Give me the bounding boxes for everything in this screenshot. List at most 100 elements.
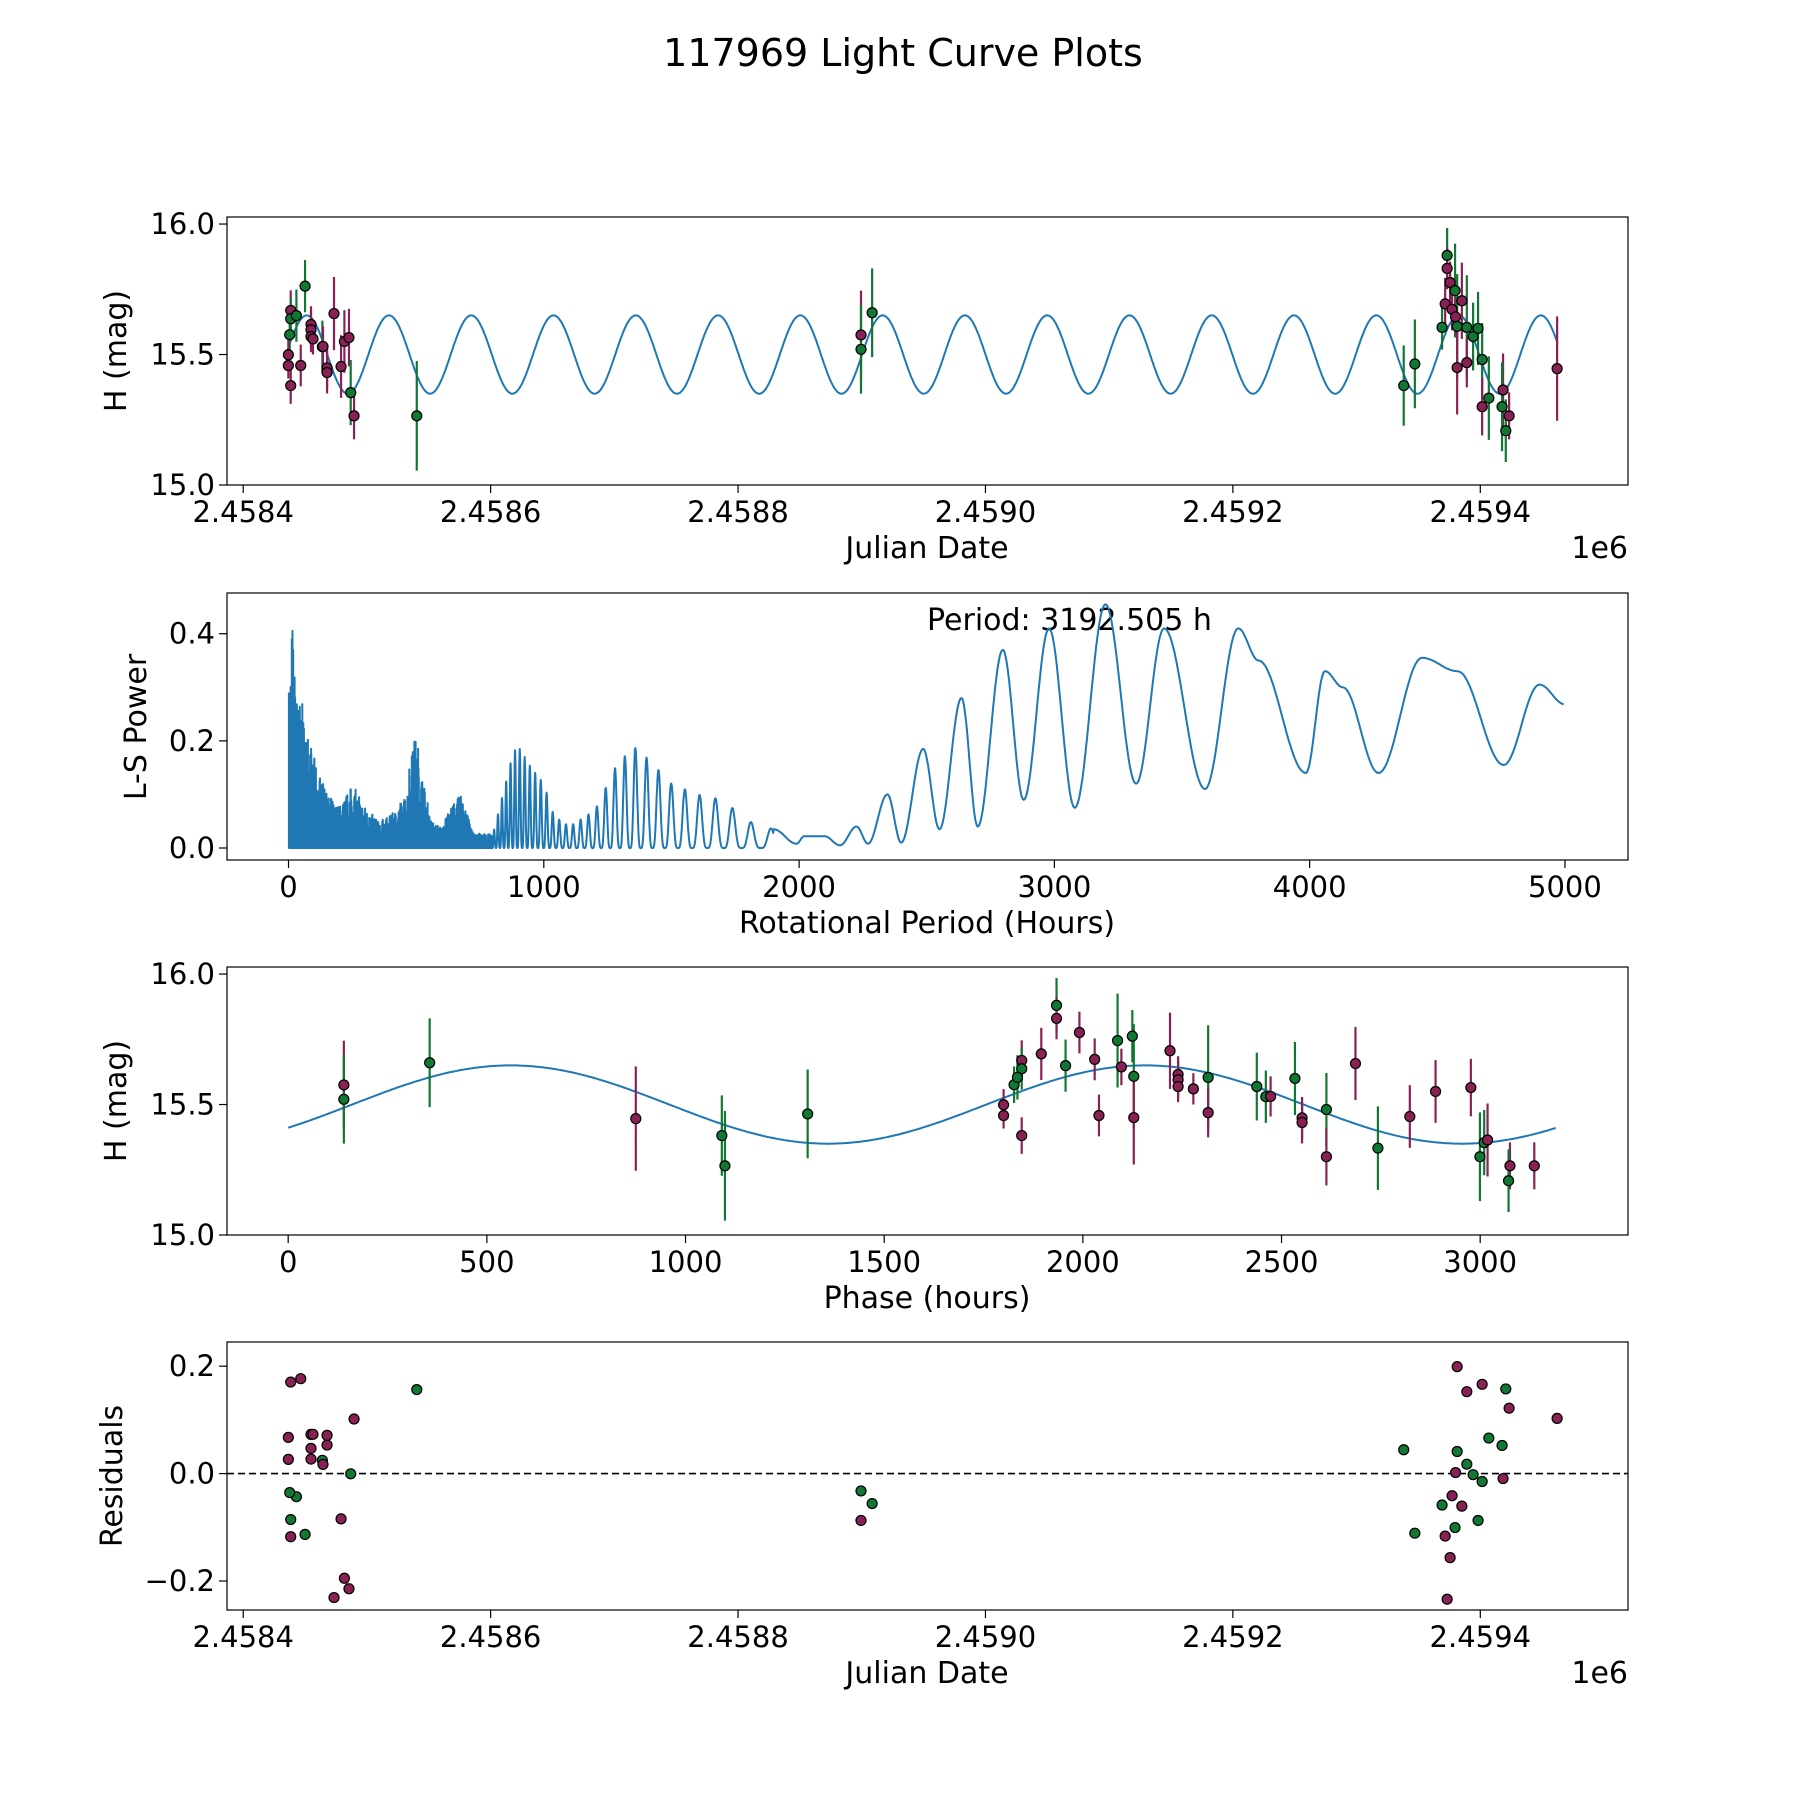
data-point bbox=[338, 1572, 350, 1584]
x-tick-label: 2.4590 bbox=[935, 495, 1036, 529]
data-point bbox=[1398, 1444, 1410, 1456]
plot-area bbox=[287, 603, 1564, 849]
y-tick-label: 0.0 bbox=[169, 831, 215, 865]
x-tick-label: 500 bbox=[459, 1245, 514, 1279]
data-point bbox=[1476, 353, 1488, 366]
lightcurve-xlabel: Julian Date bbox=[843, 531, 1008, 566]
data-point bbox=[1449, 284, 1461, 297]
x-tick-label: 0 bbox=[279, 1245, 297, 1279]
data-point bbox=[1264, 1090, 1277, 1103]
residuals-xlabel: Julian Date bbox=[843, 1656, 1008, 1691]
plot-area bbox=[282, 227, 1563, 471]
periodogram-panel: Rotational Period (Hours) L-S Power Peri… bbox=[119, 592, 1629, 941]
data-point bbox=[290, 310, 303, 322]
x-tick-label: 2.4586 bbox=[440, 1620, 541, 1654]
data-point bbox=[1089, 1053, 1101, 1065]
axes-frame bbox=[226, 966, 1629, 1236]
data-point bbox=[1016, 1129, 1028, 1142]
data-point bbox=[1476, 401, 1488, 413]
x-tick-label: 2.4592 bbox=[1182, 1620, 1283, 1654]
y-tick-label: 15.0 bbox=[150, 1218, 215, 1252]
data-point bbox=[1404, 1110, 1416, 1123]
period-annotation: Period: 3192.505 h bbox=[927, 603, 1212, 638]
x-tick-label: 4000 bbox=[1273, 870, 1347, 904]
data-point bbox=[338, 1093, 350, 1105]
data-point bbox=[1551, 1412, 1563, 1424]
data-point bbox=[866, 1497, 878, 1510]
data-point bbox=[343, 1583, 355, 1595]
data-point bbox=[1504, 1160, 1516, 1172]
data-point bbox=[299, 1528, 311, 1540]
data-point bbox=[285, 379, 297, 392]
x-tick-label: 1500 bbox=[847, 1245, 921, 1279]
data-point bbox=[1451, 361, 1463, 374]
data-point bbox=[1093, 1109, 1105, 1122]
data-point bbox=[1483, 1432, 1495, 1444]
figure-title: 117969 Light Curve Plots bbox=[663, 31, 1143, 75]
data-point bbox=[1467, 330, 1479, 343]
data-point bbox=[295, 359, 307, 372]
data-point bbox=[1187, 1083, 1199, 1095]
x-tick-label: 2.4594 bbox=[1430, 495, 1531, 529]
y-tick-label: 16.0 bbox=[150, 207, 215, 241]
y-tick-label: 15.0 bbox=[150, 468, 215, 502]
data-point bbox=[345, 1468, 357, 1480]
data-point bbox=[1500, 425, 1512, 437]
data-point bbox=[282, 1431, 294, 1443]
data-point bbox=[328, 307, 340, 320]
data-point bbox=[1451, 1445, 1463, 1458]
data-point bbox=[1483, 392, 1495, 404]
data-point bbox=[1476, 1475, 1488, 1488]
y-tick-label: −0.2 bbox=[145, 1564, 215, 1598]
data-point bbox=[1451, 1361, 1463, 1373]
data-point bbox=[284, 1486, 296, 1499]
data-point bbox=[855, 1485, 867, 1497]
data-point bbox=[321, 366, 333, 379]
x-tick-label: 2500 bbox=[1245, 1245, 1319, 1279]
data-point bbox=[1502, 1175, 1515, 1187]
x-tick-label: 2.4584 bbox=[192, 495, 293, 529]
y-tick-label: 0.2 bbox=[169, 1349, 215, 1383]
data-point bbox=[1449, 1466, 1462, 1479]
data-point bbox=[1476, 1378, 1488, 1390]
y-tick-label: 16.0 bbox=[150, 957, 215, 991]
data-point bbox=[307, 1428, 319, 1440]
x-tick-label: 2.4594 bbox=[1430, 1620, 1531, 1654]
lightcurve-panel: Julian Date H (mag) 1e6 2.4584 2.4586 2.45… bbox=[99, 207, 1629, 566]
axes-frame bbox=[226, 592, 1629, 861]
data-point bbox=[1496, 401, 1508, 413]
data-point bbox=[1474, 1151, 1486, 1163]
data-point bbox=[1251, 1080, 1263, 1093]
data-point bbox=[1073, 1026, 1086, 1039]
data-point bbox=[338, 1079, 350, 1091]
data-point bbox=[285, 1513, 297, 1526]
lightcurve-offset-label: 1e6 bbox=[1571, 531, 1628, 566]
data-point bbox=[1050, 1012, 1063, 1025]
y-tick-label: 0.2 bbox=[169, 724, 215, 758]
data-point bbox=[997, 1109, 1010, 1122]
data-point bbox=[285, 1531, 297, 1543]
data-point bbox=[1472, 1514, 1484, 1527]
data-point bbox=[1409, 358, 1421, 370]
plot-area bbox=[227, 1361, 1628, 1605]
data-point bbox=[1320, 1103, 1333, 1116]
data-point bbox=[1449, 311, 1462, 323]
data-point bbox=[1456, 295, 1468, 307]
data-point bbox=[719, 1160, 731, 1172]
data-point bbox=[335, 360, 347, 373]
data-point bbox=[1446, 1490, 1458, 1502]
data-point bbox=[348, 410, 360, 422]
axes-frame bbox=[226, 216, 1629, 486]
x-tick-label: 2.4592 bbox=[1182, 495, 1283, 529]
periodogram-line bbox=[287, 603, 1564, 849]
data-point bbox=[1503, 410, 1515, 422]
y-tick-label: 0.0 bbox=[169, 1457, 215, 1491]
data-point bbox=[855, 343, 867, 355]
data-point bbox=[1050, 999, 1063, 1011]
x-tick-label: 2.4588 bbox=[687, 1620, 788, 1654]
data-point bbox=[1439, 1530, 1451, 1542]
data-point bbox=[1372, 1142, 1384, 1154]
data-point bbox=[1500, 1383, 1512, 1395]
axes-frame bbox=[226, 1341, 1629, 1611]
